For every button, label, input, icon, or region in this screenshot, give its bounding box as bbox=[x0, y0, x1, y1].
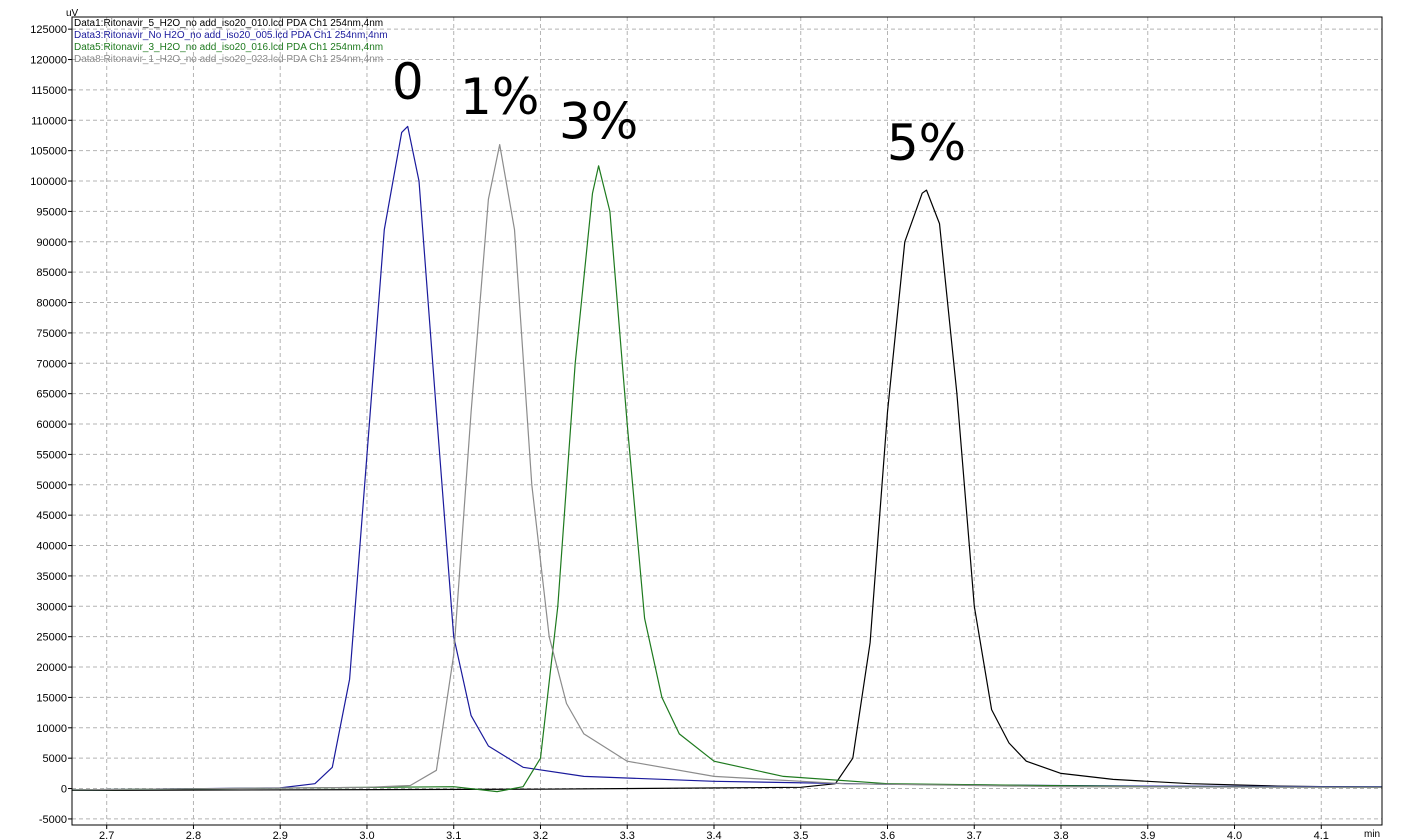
y-tick-label: 0 bbox=[61, 784, 67, 796]
y-tick-label: -5000 bbox=[39, 814, 67, 826]
x-tick-label: 3.1 bbox=[446, 830, 461, 840]
series-lines bbox=[71, 125, 1383, 793]
y-tick-label: 95000 bbox=[36, 206, 67, 218]
x-tick-label: 2.7 bbox=[99, 830, 114, 840]
y-tick-label: 35000 bbox=[36, 571, 67, 583]
x-tick-label: 3.6 bbox=[880, 830, 895, 840]
x-tick-label: 3.4 bbox=[706, 830, 721, 840]
peak-annotation: 1% bbox=[460, 68, 539, 126]
x-tick-label: 4.0 bbox=[1227, 830, 1242, 840]
y-tick-label: 5000 bbox=[43, 753, 67, 765]
peak-annotation: 0 bbox=[392, 53, 424, 111]
x-tick-label: 3.9 bbox=[1140, 830, 1155, 840]
plot-frame bbox=[71, 16, 1383, 826]
y-tick-label: 50000 bbox=[36, 480, 67, 492]
legend-entry: Data1:Ritonavir_5_H2O_no add_iso20_010.l… bbox=[74, 18, 383, 29]
legend: Data1:Ritonavir_5_H2O_no add_iso20_010.l… bbox=[74, 18, 388, 65]
y-tick-label: 20000 bbox=[36, 662, 67, 674]
y-tick-label: 110000 bbox=[31, 115, 67, 127]
y-tick-label: 25000 bbox=[36, 632, 67, 644]
series-line bbox=[71, 125, 1383, 791]
y-tick-label: 90000 bbox=[36, 237, 67, 249]
x-tick-label: 4.1 bbox=[1314, 830, 1329, 840]
y-tick-label: 85000 bbox=[36, 267, 67, 279]
y-tick-label: 115000 bbox=[31, 85, 67, 97]
legend-entry: Data3:Ritonavir_No H2O_no add_iso20_005.… bbox=[74, 30, 388, 41]
series-line bbox=[71, 165, 1383, 793]
grid-lines bbox=[72, 17, 1382, 825]
peak-annotation: 5% bbox=[887, 114, 966, 172]
y-axis: -5000 0 5000 10000 15000 20000 25000 30000 35000… bbox=[30, 24, 72, 826]
series-line bbox=[71, 189, 1383, 791]
legend-entry: Data5:Ritonavir_3_H2O_no add_iso20_016.l… bbox=[74, 42, 383, 53]
x-tick-label: 3.0 bbox=[359, 830, 374, 840]
y-tick-label: 75000 bbox=[36, 328, 67, 340]
legend-entry: Data8:Ritonavir_1_H2O_no add_iso20_023.l… bbox=[74, 54, 383, 65]
y-tick-label: 30000 bbox=[36, 601, 67, 613]
x-tick-label: 3.8 bbox=[1053, 830, 1068, 840]
x-tick-label: 3.2 bbox=[533, 830, 548, 840]
y-tick-label: 120000 bbox=[30, 55, 67, 67]
x-tick-label: 2.8 bbox=[186, 830, 201, 840]
y-tick-label: 40000 bbox=[36, 541, 67, 553]
y-tick-label: 70000 bbox=[36, 358, 67, 370]
y-tick-label: 80000 bbox=[36, 298, 67, 310]
y-tick-label: 15000 bbox=[36, 692, 67, 704]
y-tick-label: 105000 bbox=[30, 146, 67, 158]
x-axis: 2.7 2.8 2.9 3.0 3.1 3.2 3.3 3.4 3.5 3.6 3.7 3.8 3.9 4… bbox=[99, 825, 1329, 840]
y-tick-label: 55000 bbox=[36, 449, 67, 461]
y-tick-label: 60000 bbox=[36, 419, 67, 431]
series-line bbox=[71, 144, 1383, 791]
y-tick-label: 125000 bbox=[30, 24, 67, 36]
y-tick-label: 10000 bbox=[36, 723, 67, 735]
y-axis-unit-label: uV bbox=[66, 8, 79, 19]
x-tick-label: 3.7 bbox=[967, 830, 982, 840]
peak-annotations: 0 1% 3% 5% bbox=[392, 53, 966, 172]
x-axis-unit-label: min bbox=[1364, 829, 1380, 840]
peak-annotation: 3% bbox=[559, 93, 638, 151]
y-tick-label: 65000 bbox=[36, 389, 67, 401]
x-tick-label: 3.5 bbox=[793, 830, 808, 840]
y-tick-label: 100000 bbox=[30, 176, 67, 188]
y-tick-label: 45000 bbox=[36, 510, 67, 522]
x-tick-label: 3.3 bbox=[620, 830, 635, 840]
x-tick-label: 2.9 bbox=[273, 830, 288, 840]
